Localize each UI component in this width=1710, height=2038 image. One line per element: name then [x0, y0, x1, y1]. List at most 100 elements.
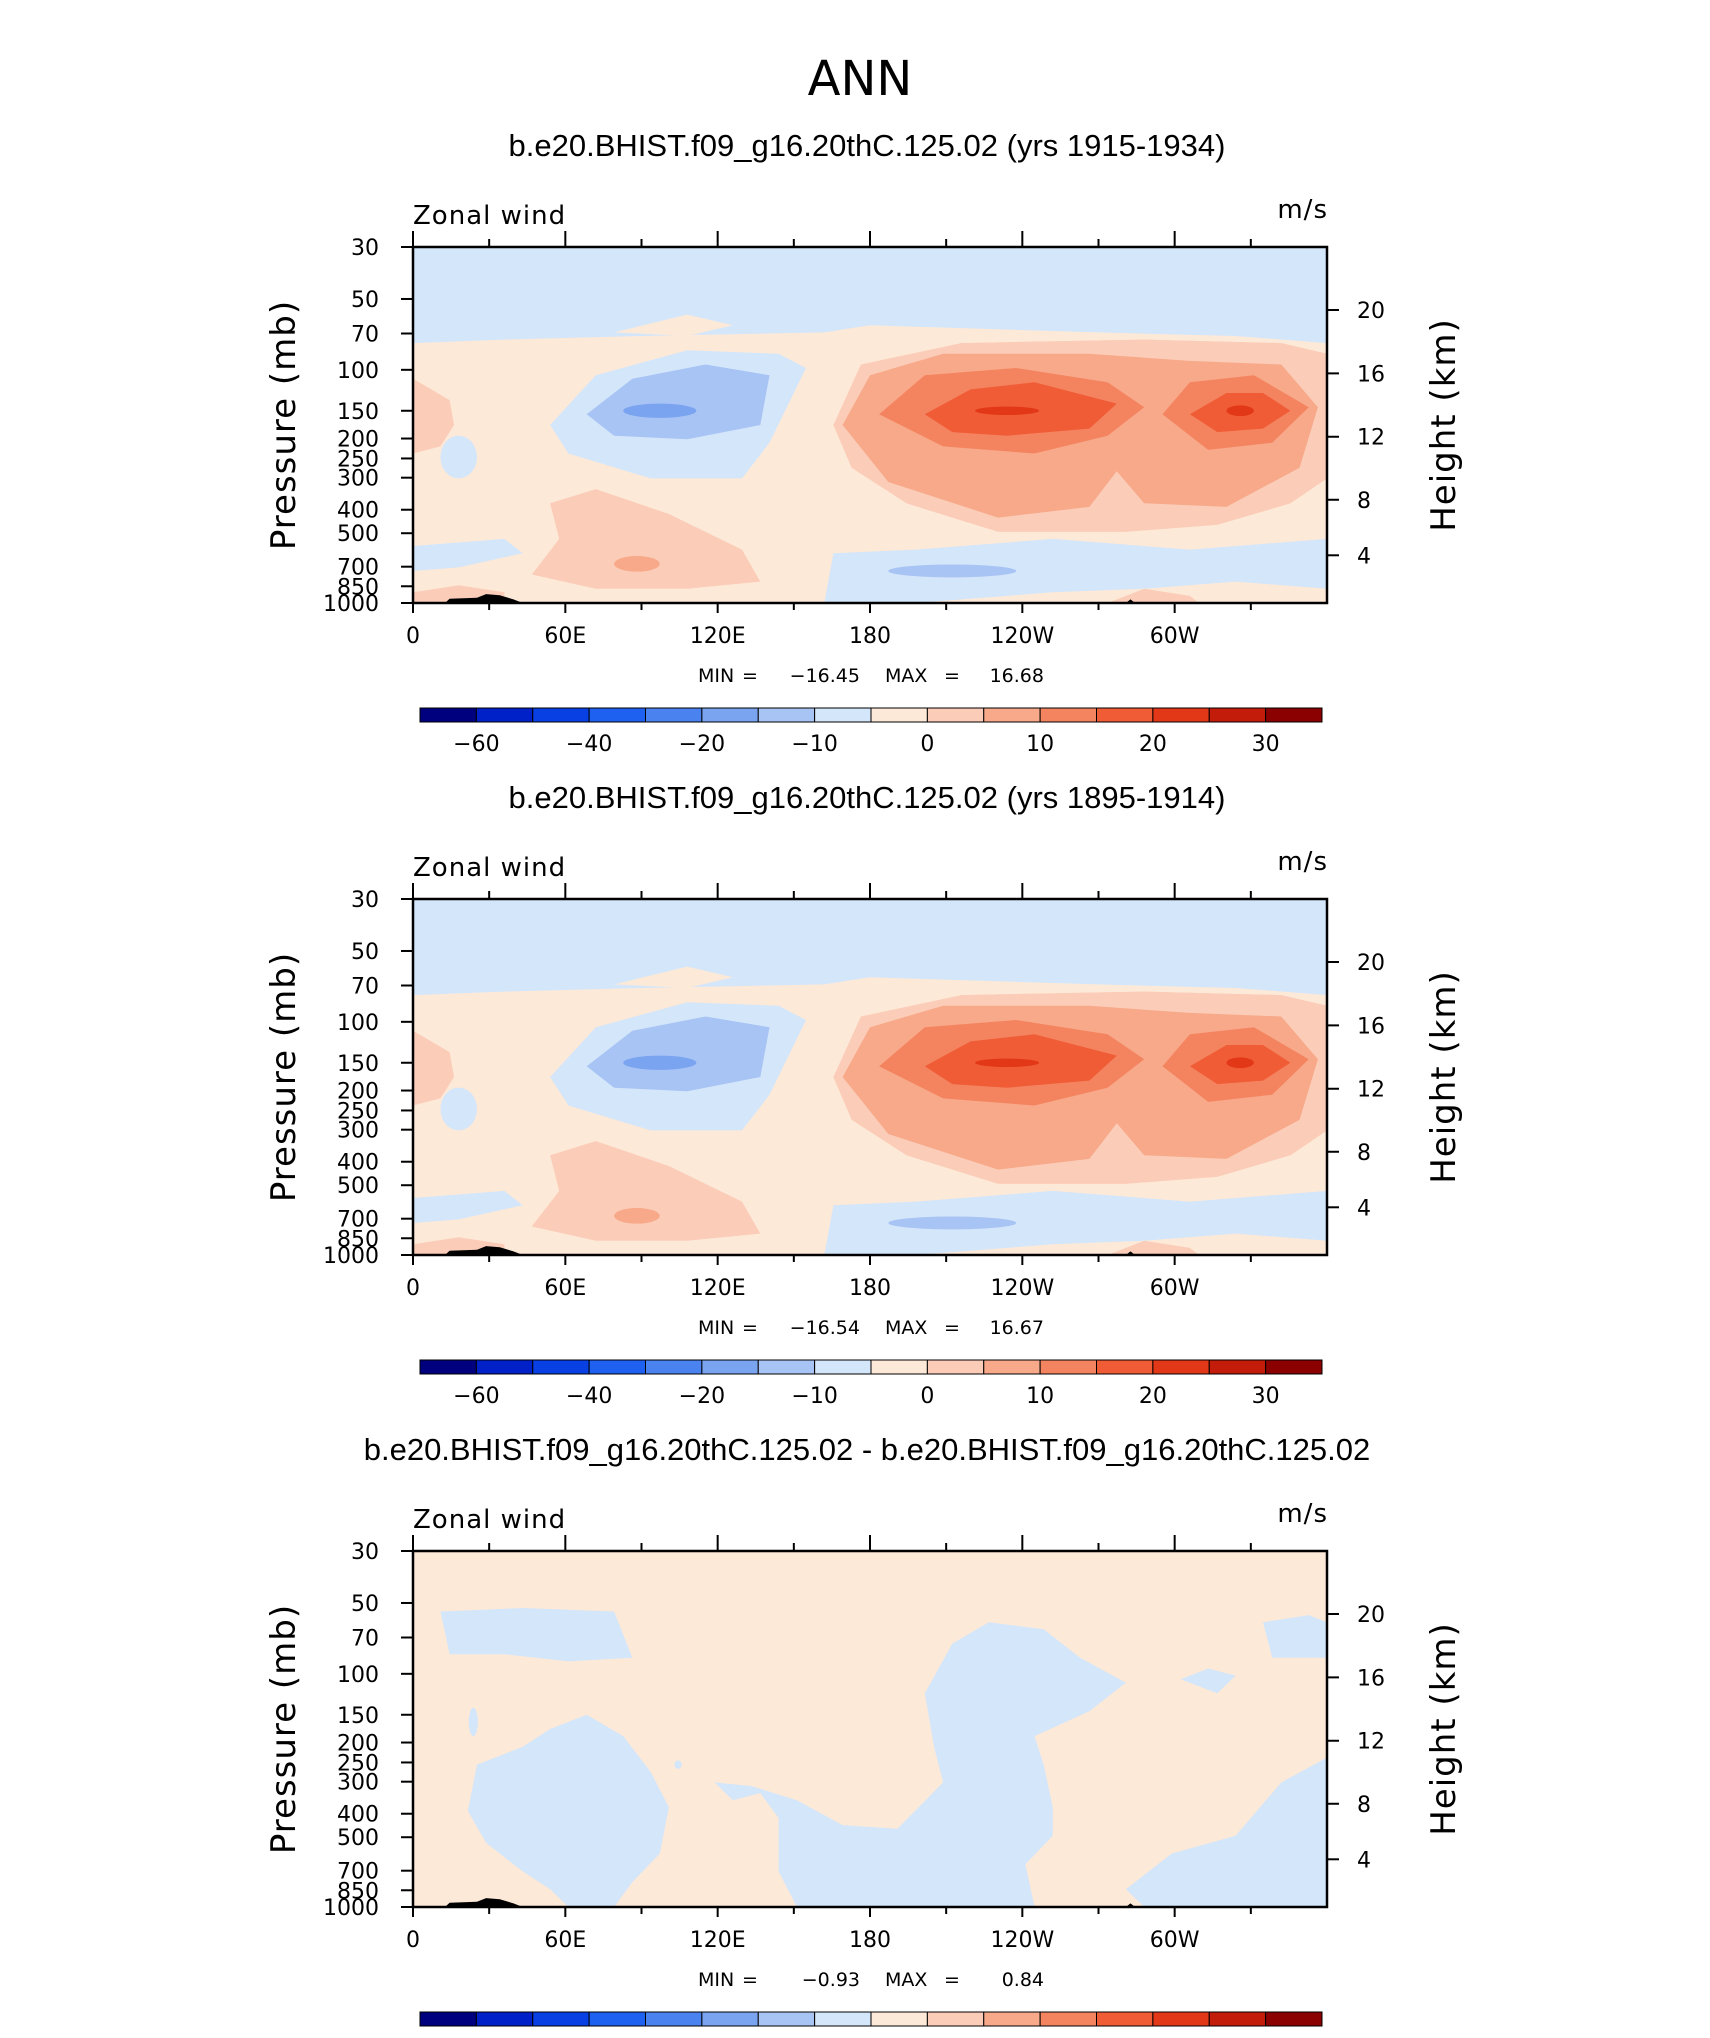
y-tick-label: 400 [337, 1803, 379, 1828]
colorbar-swatch [983, 2011, 1041, 2027]
max-label: MAX [885, 1317, 927, 1339]
y-tick-label: 850 [337, 1879, 379, 1904]
y-tick-label: 250 [337, 1751, 379, 1776]
y-tick-label: 300 [337, 467, 379, 492]
max-equals: = [944, 1969, 960, 1991]
contour-region [440, 435, 477, 479]
colorbar-label: −20 [679, 1384, 725, 1409]
colorbar-label: 30 [1252, 732, 1280, 757]
y-tick-label: 250 [337, 1099, 379, 1124]
min-equals: = [742, 1317, 758, 1339]
colorbar-swatch [926, 1359, 985, 1375]
topography [445, 594, 523, 603]
y2-tick-label: 4 [1357, 544, 1371, 569]
colorbar-label: 10 [1026, 732, 1054, 757]
y2-tick-label: 16 [1357, 1014, 1385, 1039]
contour-region [888, 1216, 1017, 1230]
panel-title: b.e20.BHIST.f09_g16.20thC.125.02 - b.e20… [364, 1432, 1371, 1467]
colorbar-swatch [419, 1359, 477, 1375]
x-tick-label: 180 [849, 1928, 891, 1953]
contour-region [824, 538, 1327, 603]
colorbar-swatch [870, 1359, 928, 1375]
y-tick-label: 30 [351, 236, 379, 261]
min-value: −16.45 [790, 665, 860, 687]
contour-region [975, 1058, 1040, 1068]
colorbar-label: −15 [510, 2036, 556, 2038]
colorbar-label: −40 [566, 732, 612, 757]
x-tick-label: 120W [990, 1276, 1054, 1301]
x-tick-label: 120E [690, 1928, 746, 1953]
y2-tick-label: 20 [1357, 1603, 1385, 1628]
y-tick-label: 700 [337, 556, 379, 581]
colorbar-label: −18 [453, 2036, 499, 2038]
contour-region [586, 1016, 770, 1092]
colorbar-swatch [814, 1359, 872, 1375]
contour-region [1180, 1668, 1236, 1694]
y-tick-label: 50 [351, 1592, 379, 1617]
colorbar-label: 0 [920, 732, 934, 757]
min-equals: = [742, 1969, 758, 1991]
colorbar-swatch [645, 707, 703, 723]
colorbar-swatch [532, 707, 590, 723]
units-label: m/s [1277, 847, 1328, 877]
x-tick-label: 60E [544, 624, 586, 649]
colorbar-label: 6 [1033, 2036, 1047, 2038]
y2-tick-label: 20 [1357, 299, 1385, 324]
colorbar-swatch [419, 707, 477, 723]
x-tick-label: 60W [1150, 1928, 1200, 1953]
x-tick-label: 60W [1150, 1276, 1200, 1301]
contour-region [1226, 1057, 1254, 1069]
x-tick-label: 120W [990, 1928, 1054, 1953]
x-tick-label: 180 [849, 1276, 891, 1301]
contour-field [413, 1551, 1327, 1907]
x-tick-label: 0 [406, 1276, 420, 1301]
x-tick-label: 120W [990, 624, 1054, 649]
colorbar-label: 10 [1026, 1384, 1054, 1409]
colorbar-swatch [1265, 2011, 1323, 2027]
contour-region [1226, 405, 1254, 417]
variable-label: Zonal wind [413, 1505, 566, 1535]
colorbar-swatch [701, 1359, 759, 1375]
contour-region [614, 556, 660, 572]
panel-title: b.e20.BHIST.f09_g16.20thC.125.02 (yrs 18… [509, 780, 1226, 815]
colorbar-swatch [1096, 2011, 1154, 2027]
y-tick-label: 100 [337, 359, 379, 384]
min-equals: = [742, 665, 758, 687]
colorbar-label: −9 [629, 2036, 661, 2038]
colorbar-swatch [1152, 2011, 1210, 2027]
colorbar-swatch [419, 2011, 477, 2027]
colorbar-label: 3 [977, 2036, 991, 2038]
colorbar-swatch [475, 2011, 534, 2027]
contour-region [1263, 1615, 1327, 1658]
max-value: 0.84 [1002, 1969, 1044, 1991]
colorbar-swatch [645, 2011, 703, 2027]
y2-tick-label: 4 [1357, 1196, 1371, 1221]
contour-region [824, 1190, 1327, 1255]
colorbar-swatch [532, 2011, 590, 2027]
min-label: MIN [698, 1317, 734, 1339]
colorbar-label: −6 [686, 2036, 718, 2038]
y-tick-label: 150 [337, 400, 379, 425]
min-value: −0.93 [802, 1969, 860, 1991]
colorbar-swatch [1208, 1359, 1267, 1375]
units-label: m/s [1277, 1499, 1328, 1529]
y2-tick-label: 12 [1357, 1730, 1385, 1755]
colorbar-swatch [1208, 707, 1267, 723]
colorbar: −60 −40 −20 −10 0 10 20 30 [419, 1359, 1323, 1409]
colorbar-label: −60 [453, 732, 499, 757]
y-tick-label: 1000 [323, 1244, 379, 1269]
colorbar-swatch [870, 707, 928, 723]
colorbar-swatch [645, 1359, 703, 1375]
max-equals: = [944, 1317, 960, 1339]
max-equals: = [944, 665, 960, 687]
colorbar-swatch [701, 2011, 759, 2027]
y-tick-label: 50 [351, 940, 379, 965]
y-tick-label: 150 [337, 1704, 379, 1729]
contour-region [467, 1714, 669, 1907]
y2-tick-label: 20 [1357, 951, 1385, 976]
x-tick-label: 60W [1150, 624, 1200, 649]
y-tick-label: 700 [337, 1860, 379, 1885]
variable-label: Zonal wind [413, 201, 566, 231]
x-tick-label: 0 [406, 624, 420, 649]
colorbar-swatch [1096, 707, 1154, 723]
